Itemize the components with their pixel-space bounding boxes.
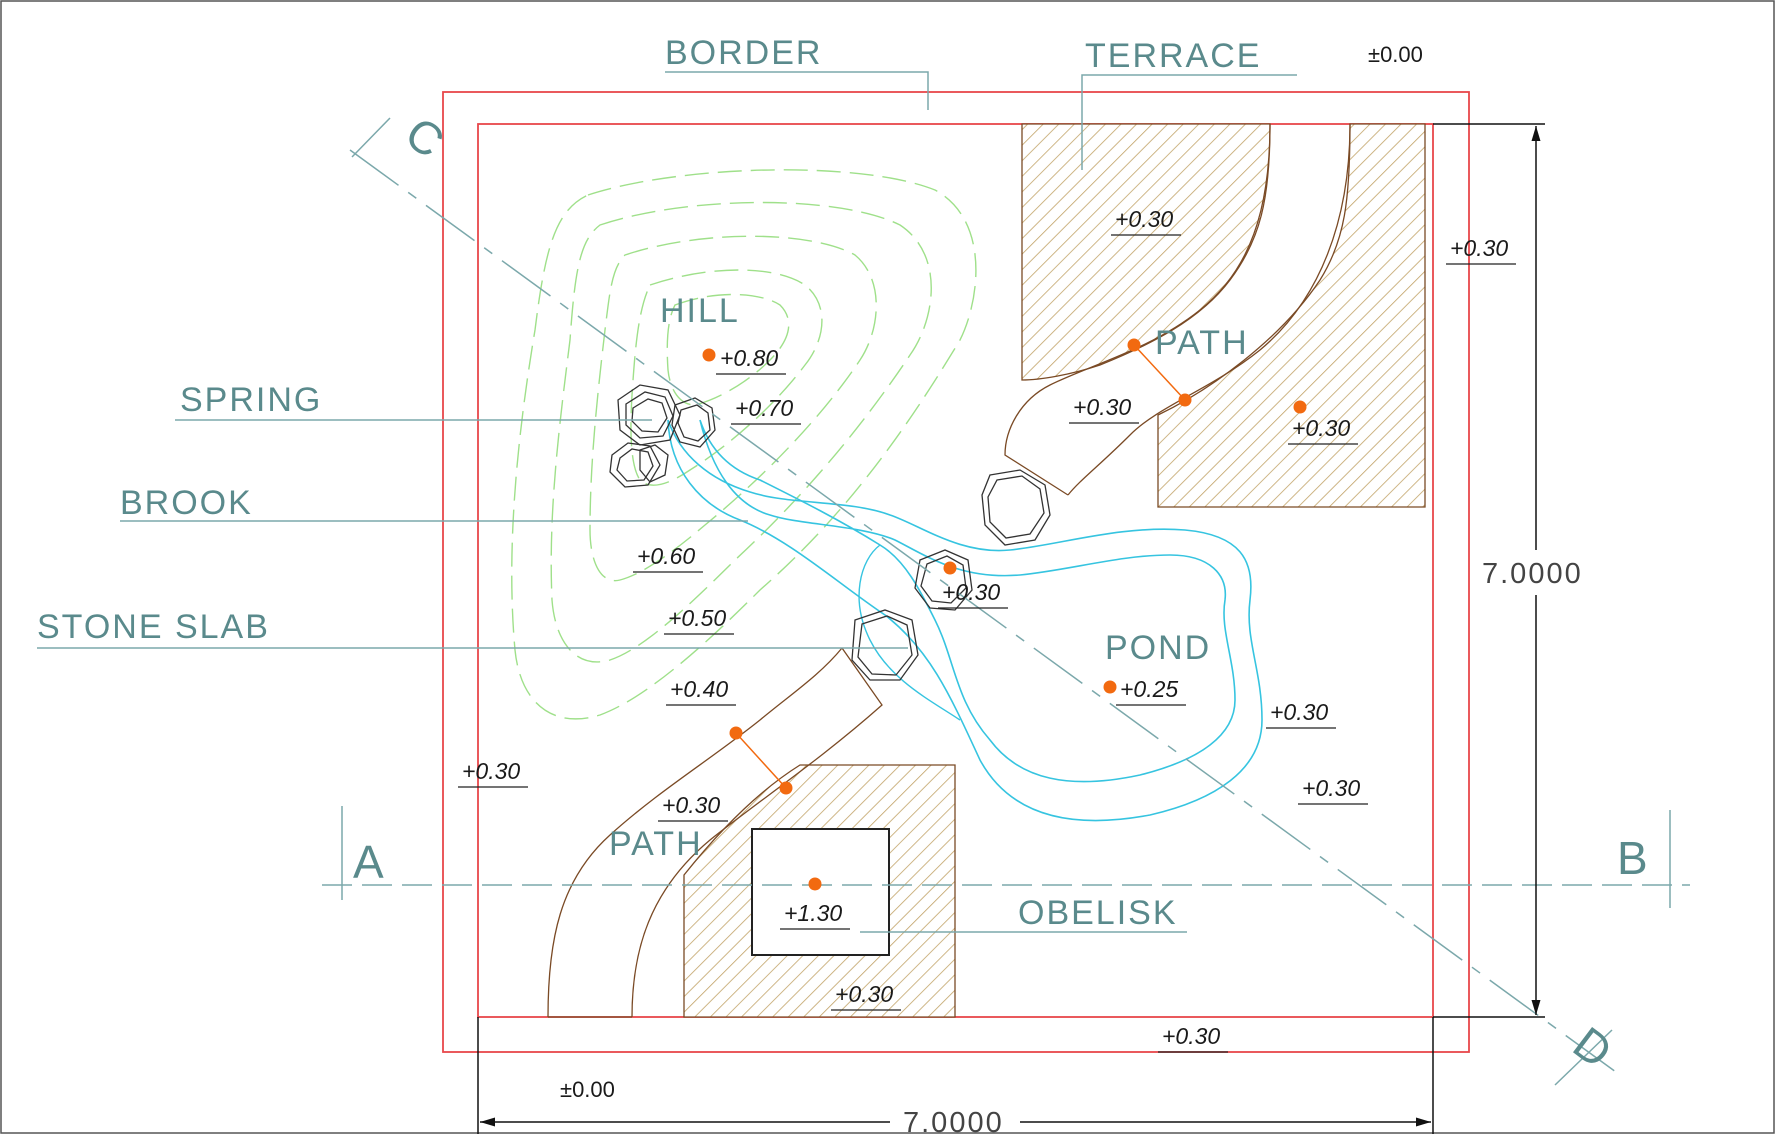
label-spring: SPRING [180, 381, 322, 419]
elevation-hill-060: +0.60 [637, 543, 695, 569]
elevation-hill-peak: +0.80 [720, 345, 778, 371]
elevation-hill-070: +0.70 [735, 395, 793, 421]
label-stone-slab: STONE SLAB [37, 608, 270, 646]
elevation-point [702, 348, 716, 362]
dimension-lines [477, 123, 1545, 1134]
path-bottom-edge-right [631, 647, 883, 1018]
obelisk [751, 828, 890, 956]
elevation-point [1103, 680, 1117, 694]
elevation-terrace: +0.30 [1115, 206, 1173, 232]
elevation-terrace-lower: +0.30 [1292, 415, 1350, 441]
elevation-path-top: +0.30 [1073, 394, 1131, 420]
path-top-edge-left [1004, 123, 1271, 496]
border-outer [442, 91, 1470, 1053]
pond-inner [699, 419, 1236, 783]
label-border: BORDER [665, 34, 822, 72]
label-pond: POND [1105, 629, 1211, 667]
elevation-path-bottom: +0.30 [662, 792, 720, 818]
elevation-pond: +0.25 [1120, 676, 1178, 702]
section-lines [322, 117, 1690, 1086]
elevation-right-margin: +0.30 [1450, 235, 1508, 261]
rocks [609, 384, 1051, 681]
water-features [667, 419, 1263, 822]
dimension-width: 7.0000 [903, 1107, 1004, 1134]
hill-contours [511, 169, 977, 720]
elevation-left-margin: +0.30 [462, 758, 520, 784]
section-mark-b: B [1617, 832, 1648, 884]
leaders [37, 71, 1297, 933]
elevation-point [1178, 393, 1192, 407]
elevation-datum-top: ±0.00 [1368, 42, 1423, 67]
section-mark-c: C [396, 106, 454, 168]
elevation-hill-050: +0.50 [668, 605, 726, 631]
label-obelisk: OBELISK [1018, 894, 1178, 932]
section-mark-a: A [353, 836, 384, 888]
label-terrace: TERRACE [1085, 37, 1261, 75]
elevation-point [1127, 338, 1141, 352]
elevation-point [779, 781, 793, 795]
elevation-point [943, 561, 957, 575]
elevation-labels: ±0.00 +0.30 +0.30 +0.80 +0.70 +0.30 +0.30 +0.60… [458, 42, 1516, 1102]
elevation-stone-island: +0.30 [942, 579, 1000, 605]
dimension-height: 7.0000 [1482, 558, 1583, 590]
elevation-point [729, 726, 743, 740]
path-bottom-edge-left [547, 647, 843, 1018]
elevation-datum-bottom: ±0.00 [560, 1077, 615, 1102]
path-markers [735, 344, 1186, 789]
elevation-points [702, 338, 1307, 891]
label-hill: HILL [660, 292, 740, 330]
elevation-bottom-edge: +0.30 [1162, 1023, 1220, 1049]
elevation-pond-edge: +0.30 [1270, 699, 1328, 725]
elevation-right-lower: +0.30 [1302, 775, 1360, 801]
elevation-obelisk: +1.30 [784, 900, 842, 926]
elevation-hill-040: +0.40 [670, 676, 728, 702]
label-path-top: PATH [1155, 324, 1249, 362]
path-top-edge-right [1067, 123, 1351, 496]
pond-island-edge [858, 544, 961, 721]
elevation-point [1293, 400, 1307, 414]
elevation-obelisk-base: +0.30 [835, 981, 893, 1007]
elevation-point [808, 877, 822, 891]
label-path-bottom: PATH [609, 825, 703, 863]
label-brook: BROOK [120, 484, 253, 522]
brook-outer [667, 419, 1263, 822]
